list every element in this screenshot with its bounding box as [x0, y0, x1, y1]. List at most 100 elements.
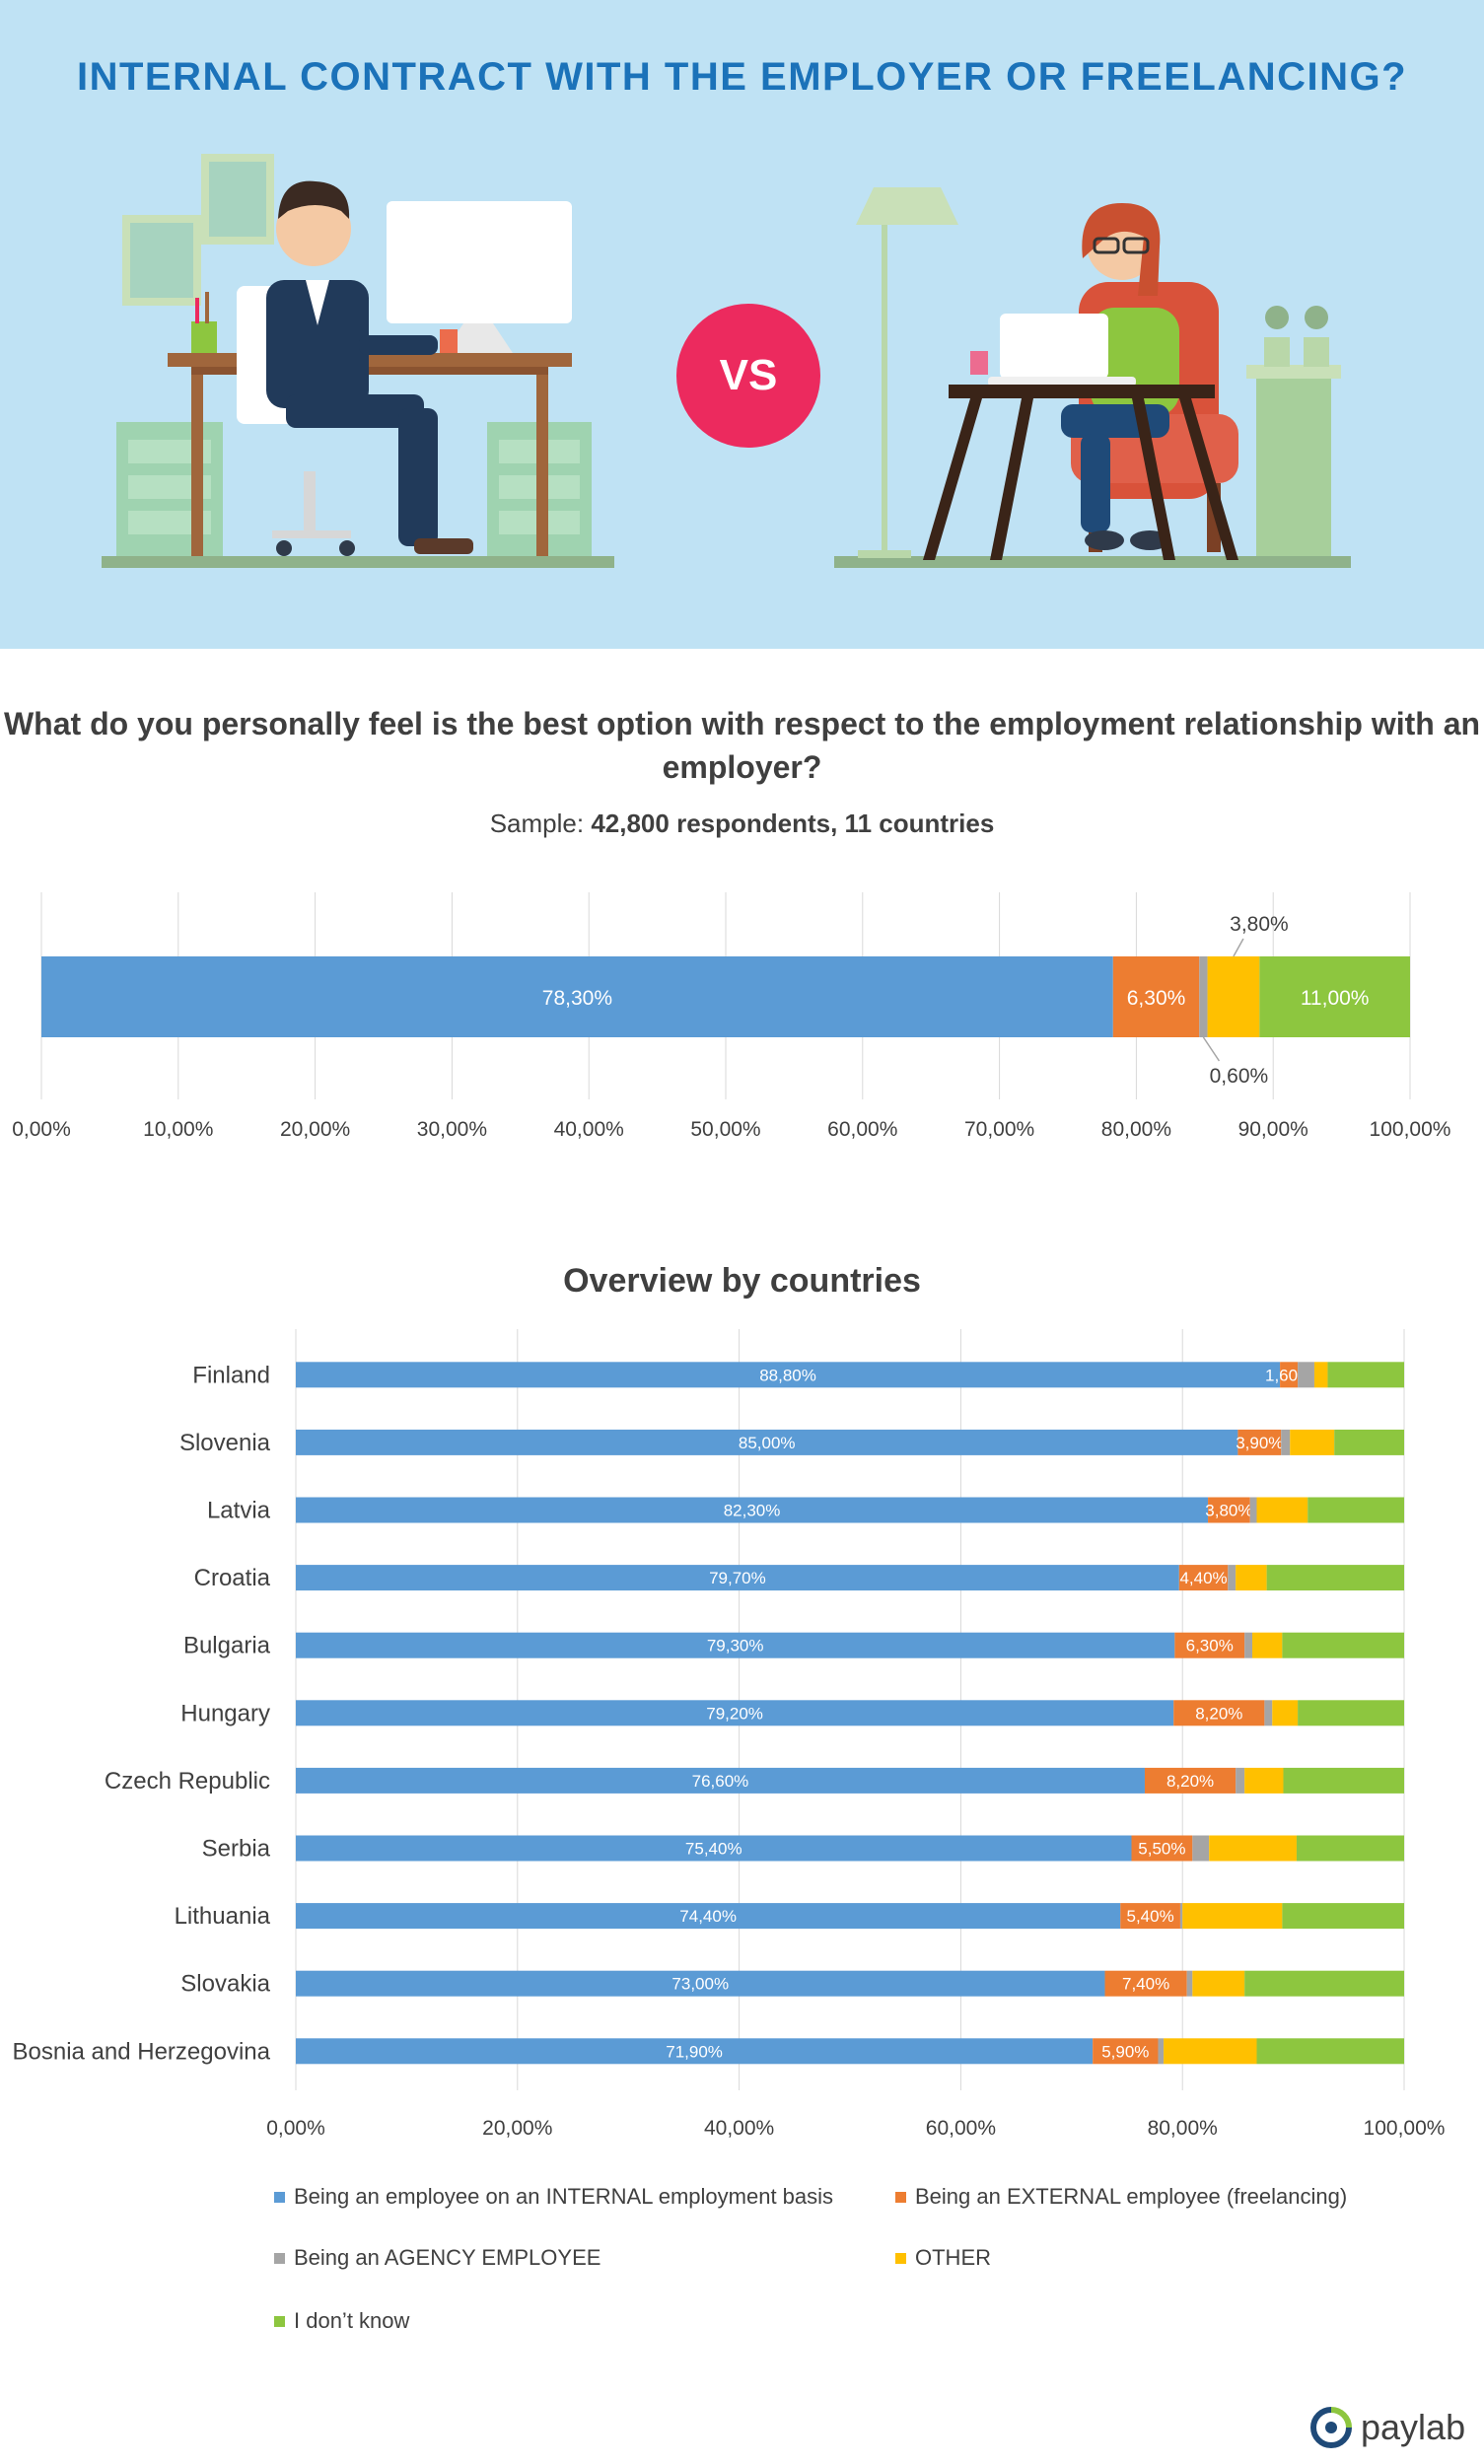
- x-tick-label: 40,00%: [554, 1118, 624, 1141]
- bar-segment-dontknow: [1298, 1700, 1404, 1726]
- page-title: INTERNAL CONTRACT WITH THE EMPLOYER OR F…: [76, 55, 1408, 99]
- sample-value: 42,800 respondents, 11 countries: [591, 809, 995, 838]
- bar-segment-other: [1256, 1497, 1308, 1523]
- bar-segment-other: [1209, 1835, 1297, 1862]
- bar-segment-agency: [1158, 2038, 1165, 2065]
- survey-question: What do you personally feel is the best …: [3, 706, 1481, 785]
- x-tick-label: 0,00%: [12, 1118, 71, 1141]
- legend-label: I don’t know: [294, 2308, 410, 2333]
- x-tick-label: 30,00%: [417, 1118, 487, 1141]
- category-label: Slovenia: [179, 1430, 271, 1456]
- bar-segment-internal: [296, 1700, 1174, 1726]
- data-label: 6,30%: [1186, 1637, 1234, 1655]
- category-label: Hungary: [180, 1700, 270, 1726]
- bar-segment-dontknow: [1307, 1497, 1404, 1523]
- bar-segment-internal: [296, 1362, 1281, 1388]
- legend-item-dontknow: I don’t know: [274, 2308, 409, 2334]
- data-label: 6,30%: [1127, 987, 1186, 1010]
- bar-segment-agency: [1228, 1565, 1237, 1591]
- data-label: 8,20%: [1195, 1704, 1242, 1723]
- bar-segment-internal: [296, 1767, 1145, 1794]
- x-tick-label: 100,00%: [1370, 1118, 1451, 1141]
- x-tick-label: 100,00%: [1364, 2117, 1446, 2140]
- bar-segment-dontknow: [1244, 1970, 1404, 1997]
- leader-line: [1233, 938, 1244, 957]
- legend-item-other: OTHER: [895, 2245, 991, 2271]
- bar-segment-external: [1178, 1565, 1229, 1591]
- bar-segment-other: [1164, 2038, 1257, 2065]
- bar-segment-external: [1174, 1632, 1245, 1658]
- overall-stacked-bar-chart: 0,00% 10,00% 20,00% 30,00% 40,00% 50,00% 60,00…: [12, 892, 1451, 1141]
- category-label: Czech Republic: [105, 1768, 270, 1795]
- x-tick-label: 50,00%: [690, 1118, 760, 1141]
- bar-segment-dontknow: [1327, 1362, 1404, 1388]
- category-label: Lithuania: [175, 1903, 271, 1930]
- bar-segment-other: [1182, 1903, 1283, 1930]
- data-label: 71,90%: [666, 2042, 723, 2061]
- x-tick-label: 20,00%: [482, 2117, 552, 2140]
- bar-segment-external: [1173, 1700, 1265, 1726]
- bar-segment-other: [1313, 1362, 1328, 1388]
- freelancer-illustration: [834, 187, 1351, 568]
- bar-segment-agency: [1264, 1700, 1273, 1726]
- data-label: 88,80%: [759, 1366, 816, 1384]
- data-label: 73,00%: [671, 1975, 729, 1994]
- legend-item-internal: Being an employee on an INTERNAL employm…: [274, 2184, 833, 2210]
- data-label: 85,00%: [739, 1434, 796, 1452]
- legend-label: OTHER: [915, 2245, 991, 2270]
- data-label: 0,60%: [1210, 1065, 1269, 1088]
- bar-segment-agency: [1249, 1497, 1257, 1523]
- data-label: 8,20%: [1166, 1772, 1214, 1791]
- office-employee-illustration: [102, 154, 614, 568]
- x-tick-label: 90,00%: [1238, 1118, 1308, 1141]
- bar-segment-other: [1192, 1970, 1245, 1997]
- data-label: 3,90%: [1236, 1434, 1283, 1452]
- bar-segment-other: [1252, 1632, 1283, 1658]
- bar-segment-external: [1104, 1970, 1187, 1997]
- legend-item-agency: Being an AGENCY EMPLOYEE: [274, 2245, 601, 2271]
- data-label: 4,40%: [1179, 1569, 1227, 1587]
- x-tick-label: 0,00%: [266, 2117, 325, 2140]
- bar-segment-agency: [1244, 1632, 1253, 1658]
- x-tick-label: 70,00%: [964, 1118, 1034, 1141]
- bar-segment-dontknow: [1259, 956, 1410, 1037]
- hero-banner: INTERNAL CONTRACT WITH THE EMPLOYER OR F…: [0, 0, 1484, 649]
- legend-swatch: [274, 2191, 285, 2203]
- paylab-logo-icon: [1310, 2407, 1352, 2448]
- bar-segment-agency: [1199, 956, 1208, 1037]
- legend-swatch: [274, 2315, 285, 2327]
- data-label: 3,80%: [1230, 913, 1289, 936]
- bar-segment-external: [1237, 1429, 1282, 1455]
- bar-segment-agency: [1298, 1362, 1314, 1388]
- bar-segment-internal: [296, 1835, 1132, 1862]
- legend-label: Being an EXTERNAL employee (freelancing): [915, 2184, 1348, 2209]
- bar-segment-external: [1131, 1835, 1193, 1862]
- bar-segment-dontknow: [1266, 1565, 1404, 1591]
- hero-illustration: [102, 154, 1351, 568]
- data-label: 5,50%: [1138, 1840, 1185, 1859]
- x-tick-label: 80,00%: [1148, 2117, 1218, 2140]
- bar-segment-agency: [1192, 1835, 1210, 1862]
- x-tick-label: 40,00%: [704, 2117, 774, 2140]
- bar-segment-other: [1290, 1429, 1335, 1455]
- bar-segment-external: [1112, 956, 1200, 1037]
- data-label: 76,60%: [692, 1772, 749, 1791]
- x-tick-label: 60,00%: [926, 2117, 996, 2140]
- legend-label: Being an employee on an INTERNAL employm…: [294, 2184, 834, 2209]
- bar-segment-other: [1244, 1767, 1284, 1794]
- category-label: Croatia: [194, 1565, 271, 1591]
- country-stacked-bar-chart: 0,00% 20,00% 40,00% 60,00% 80,00% 100,00% Finl…: [12, 1329, 1446, 2140]
- bar-segment-internal: [296, 2038, 1094, 2065]
- paylab-logo: paylab: [1309, 2406, 1465, 2449]
- bar-segment-internal: [296, 1970, 1105, 1997]
- bar-segment-internal: [296, 1497, 1209, 1523]
- x-tick-label: 10,00%: [143, 1118, 213, 1141]
- bar-segment-agency: [1186, 1970, 1193, 1997]
- bar-segment-agency: [1281, 1429, 1291, 1455]
- bar-segment-dontknow: [1282, 1632, 1404, 1658]
- x-tick-label: 80,00%: [1101, 1118, 1171, 1141]
- data-label: 5,90%: [1101, 2042, 1149, 2061]
- bar-segment-dontknow: [1282, 1903, 1404, 1930]
- vs-badge: VS: [676, 304, 820, 448]
- bar-segment-dontknow: [1334, 1429, 1404, 1455]
